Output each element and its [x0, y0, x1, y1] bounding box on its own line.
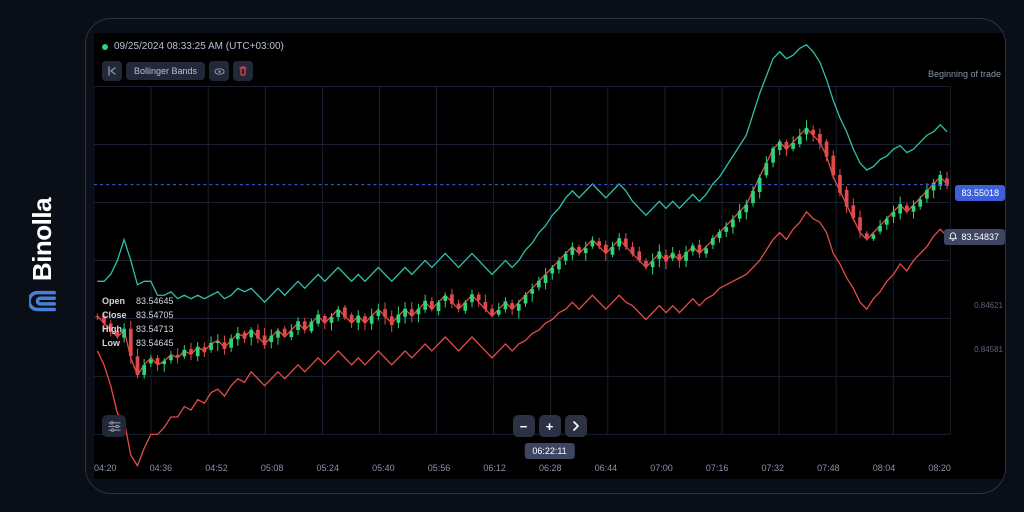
x-axis-tick: 06:12: [483, 463, 506, 473]
x-axis-tick: 04:20: [94, 463, 117, 473]
alert-price-value: 83.54837: [961, 232, 999, 242]
zoom-controls: − +: [513, 415, 587, 437]
chart-area[interactable]: 09/25/2024 08:33:25 AM (UTC+03:00) Bolli…: [94, 33, 1005, 479]
price-chart-svg: [94, 33, 1005, 479]
alert-price-tag[interactable]: 83.54837: [944, 229, 1005, 245]
x-axis-tick: 07:00: [650, 463, 673, 473]
ohlc-block: Open83.54645 Close83.54705 High83.54713 …: [102, 295, 174, 351]
indicator-chip[interactable]: Bollinger Bands: [126, 62, 205, 80]
y-axis-label: 0.84621: [974, 301, 1003, 310]
crosshair-time-badge: 06:22:11: [524, 443, 574, 459]
brand-sidebar: Binolla: [0, 0, 85, 512]
brand: Binolla: [27, 197, 58, 314]
bell-icon: [948, 232, 958, 242]
x-axis-tick: 05:40: [372, 463, 395, 473]
current-price-value: 83.55018: [961, 188, 999, 198]
ohlc-high-value: 83.54713: [136, 324, 174, 334]
snap-left-icon[interactable]: [102, 61, 122, 81]
x-axis-tick: 08:04: [873, 463, 896, 473]
x-axis-tick: 06:44: [595, 463, 618, 473]
timestamp-row: 09/25/2024 08:33:25 AM (UTC+03:00): [102, 41, 284, 52]
ohlc-open-value: 83.54645: [136, 296, 174, 306]
x-axis-tick: 08:20: [928, 463, 951, 473]
live-status-dot: [102, 44, 108, 50]
x-axis-tick: 07:48: [817, 463, 840, 473]
x-axis-tick: 05:24: [317, 463, 340, 473]
brand-logo-icon: [29, 287, 57, 315]
x-axis-tick: 04:36: [150, 463, 173, 473]
x-axis-tick: 05:08: [261, 463, 284, 473]
x-axis-tick: 06:28: [539, 463, 562, 473]
x-axis-tick: 04:52: [205, 463, 228, 473]
ohlc-open-label: Open: [102, 295, 136, 309]
ohlc-close-value: 83.54705: [136, 310, 174, 320]
indicator-row: Bollinger Bands: [102, 61, 253, 81]
ohlc-close-label: Close: [102, 309, 136, 323]
zoom-in-button[interactable]: +: [539, 415, 561, 437]
scroll-right-button[interactable]: [565, 415, 587, 437]
ohlc-low-label: Low: [102, 337, 136, 351]
brand-name: Binolla: [27, 197, 58, 280]
x-axis-tick: 05:56: [428, 463, 451, 473]
ohlc-low-value: 83.54645: [136, 338, 174, 348]
indicator-delete-icon[interactable]: [233, 61, 253, 81]
x-axis-tick: 07:16: [706, 463, 729, 473]
ohlc-high-label: High: [102, 323, 136, 337]
current-price-tag: 83.55018: [955, 185, 1005, 201]
indicator-name: Bollinger Bands: [134, 66, 197, 76]
x-axis: 04:20 04:36 04:52 05:08 05:24 05:40 05:56 06:12…: [94, 463, 951, 473]
x-axis-tick: 07:32: [762, 463, 785, 473]
zoom-out-button[interactable]: −: [513, 415, 535, 437]
chart-panel: 09/25/2024 08:33:25 AM (UTC+03:00) Bolli…: [85, 18, 1006, 494]
corner-text: Beginning of trade: [928, 69, 1001, 79]
chart-settings-button[interactable]: [102, 415, 126, 437]
y-axis-label: 0.84581: [974, 345, 1003, 354]
indicator-visibility-icon[interactable]: [209, 61, 229, 81]
timestamp-text: 09/25/2024 08:33:25 AM (UTC+03:00): [114, 41, 284, 52]
